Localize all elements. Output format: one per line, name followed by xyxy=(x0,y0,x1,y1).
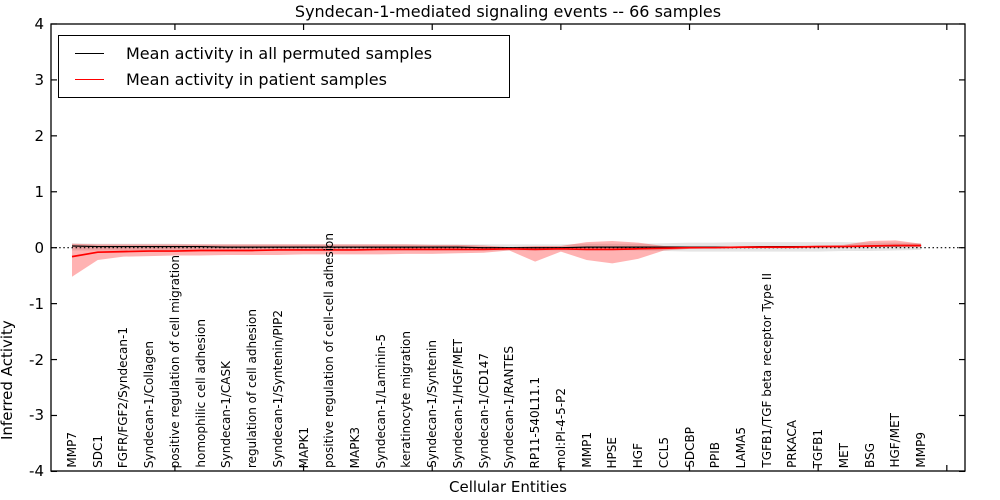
x-tick-label: BSG xyxy=(862,443,877,468)
x-tick-label: SDCBP xyxy=(682,427,697,468)
x-tick-label: MAPK3 xyxy=(348,426,363,468)
legend-item-patient: Mean activity in patient samples xyxy=(75,70,509,89)
x-tick-label: Syndecan-1/Syntenin xyxy=(425,340,440,468)
x-tick-label: FGFR/FGF2/Syndecan-1 xyxy=(116,326,131,468)
y-tick-label: 0 xyxy=(34,238,44,257)
x-tick-label: PPIB xyxy=(708,441,723,468)
x-tick-label: PRKACA xyxy=(785,420,800,468)
x-tick-label: positive regulation of cell migration xyxy=(167,254,182,468)
y-tick-label: -4 xyxy=(29,462,44,481)
x-tick-label: Syndecan-1/CASK xyxy=(219,361,234,468)
x-tick-label: MMP1 xyxy=(579,432,594,468)
y-tick-label: -3 xyxy=(29,406,44,425)
x-tick-label: mol:PI-4-5-P2 xyxy=(553,387,568,468)
x-tick-label: HGF xyxy=(631,442,646,468)
y-tick-label: 1 xyxy=(34,182,44,201)
x-tick-label: HPSE xyxy=(605,436,620,468)
x-tick-label: positive regulation of cell-cell adhesio… xyxy=(322,233,337,468)
x-axis-title: Cellular Entities xyxy=(449,478,567,496)
y-tick-label: -1 xyxy=(29,294,44,313)
legend-label-patient: Mean activity in patient samples xyxy=(126,69,387,89)
x-tick-label: LAMA5 xyxy=(733,426,748,468)
y-tick-label: 4 xyxy=(34,14,44,33)
x-tick-label: homophilic cell adhesion xyxy=(193,319,208,468)
x-tick-label: Syndecan-1/Collagen xyxy=(142,340,157,468)
legend-box: Mean activity in all permuted samples Me… xyxy=(58,35,510,98)
x-tick-label: regulation of cell adhesion xyxy=(245,308,260,468)
x-tick-label: TGFB1/TGF beta receptor Type II xyxy=(759,273,774,468)
x-tick-label: HGF/MET xyxy=(888,413,903,468)
x-tick-label: CCL5 xyxy=(656,436,671,468)
y-tick-label: -2 xyxy=(29,350,44,369)
legend-item-permuted: Mean activity in all permuted samples xyxy=(75,44,509,63)
x-tick-label: Syndecan-1/HGF/MET xyxy=(450,338,465,468)
x-tick-label: keratinocyte migration xyxy=(399,331,414,468)
x-tick-label: SDC1 xyxy=(90,435,105,468)
x-tick-label: MMP7 xyxy=(65,432,79,468)
legend-label-permuted: Mean activity in all permuted samples xyxy=(126,44,433,64)
patient-mean-line xyxy=(71,244,922,258)
x-tick-label: Syndecan-1/RANTES xyxy=(502,345,517,468)
y-tick-label: 3 xyxy=(34,70,44,89)
x-tick-label: Syndecan-1/Laminin-5 xyxy=(373,333,388,468)
x-tick-label: MAPK1 xyxy=(296,426,311,468)
permuted-line-swatch xyxy=(75,53,104,55)
x-tick-label: MET xyxy=(836,442,851,468)
x-tick-label: TGFB1 xyxy=(811,428,826,468)
x-tick-label: Syndecan-1/CD147 xyxy=(476,352,491,468)
chart-title: Syndecan-1-mediated signaling events -- … xyxy=(294,2,722,21)
x-tick-label: MMP9 xyxy=(914,432,929,468)
x-tick-label: RP11-540L11.1 xyxy=(528,376,543,468)
patient-line-swatch xyxy=(75,78,104,80)
x-tick-label: Syndecan-1/Syntenin/PIP2 xyxy=(270,310,285,468)
y-tick-label: 2 xyxy=(34,126,44,145)
